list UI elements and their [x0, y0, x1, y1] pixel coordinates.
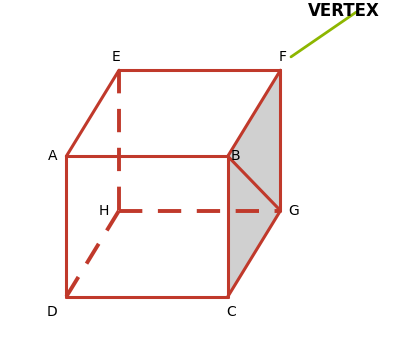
Text: B: B: [230, 149, 240, 163]
Text: C: C: [226, 305, 236, 319]
Text: E: E: [112, 50, 120, 64]
Text: F: F: [278, 50, 285, 64]
Text: VERTEX: VERTEX: [307, 1, 379, 20]
Text: H: H: [99, 204, 109, 218]
Polygon shape: [227, 70, 280, 297]
Text: D: D: [47, 305, 58, 319]
Text: A: A: [47, 149, 57, 163]
Text: G: G: [288, 204, 299, 218]
